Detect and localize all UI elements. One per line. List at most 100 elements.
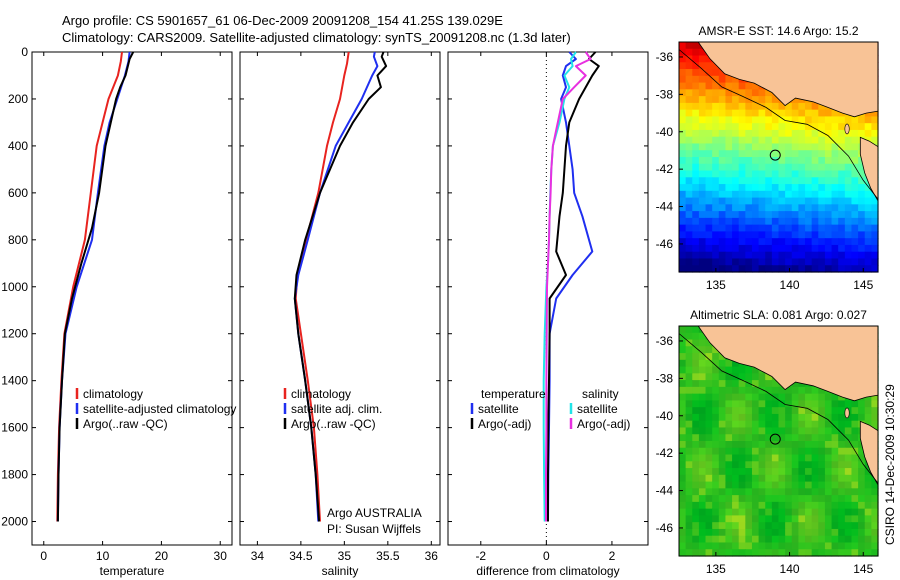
map-cell xyxy=(838,468,846,476)
map-cell xyxy=(745,170,753,178)
map-cell xyxy=(824,441,833,449)
map-cell xyxy=(732,75,740,84)
map-cell xyxy=(712,123,720,131)
map-cell xyxy=(798,549,806,557)
map-cell xyxy=(851,407,859,415)
map-cell xyxy=(811,177,819,185)
map-cell xyxy=(771,157,780,165)
map-cell xyxy=(698,150,707,158)
map-cell xyxy=(851,454,859,462)
map-cell xyxy=(805,217,813,226)
map-cell xyxy=(811,244,819,253)
map-cell xyxy=(798,217,806,226)
map-cell xyxy=(758,238,766,246)
map-cell xyxy=(785,211,793,219)
x-axis-label: difference from climatology xyxy=(476,564,619,578)
map-cell xyxy=(698,508,707,517)
x-tick-label: 10 xyxy=(96,549,110,563)
map-cell xyxy=(685,481,693,489)
map-cell xyxy=(778,211,786,219)
map-cell xyxy=(751,515,760,523)
map-cell xyxy=(824,434,833,442)
map-cell xyxy=(864,190,872,199)
map-cell xyxy=(698,535,707,544)
map-cell xyxy=(765,528,773,537)
map-cell xyxy=(712,434,720,442)
map-cell xyxy=(844,495,853,503)
map-cell xyxy=(685,116,693,124)
map-cell xyxy=(838,495,846,503)
map-cell xyxy=(811,447,819,456)
map-cell xyxy=(811,238,819,246)
map-cell xyxy=(851,542,859,550)
map-cell xyxy=(685,359,693,368)
map-cell xyxy=(725,143,733,151)
map-cell xyxy=(725,197,733,205)
map-cell xyxy=(732,407,740,415)
map-cell xyxy=(778,190,786,199)
map-y-tick-label: -40 xyxy=(656,125,674,139)
map-cell xyxy=(838,251,846,260)
y-tick-label: 1200 xyxy=(1,327,28,341)
map-cell xyxy=(751,373,760,381)
map-cell xyxy=(771,136,780,145)
map-cell xyxy=(718,150,727,158)
map-cell xyxy=(765,157,773,165)
map-cell xyxy=(858,170,866,178)
map-cell xyxy=(811,522,819,530)
map-cell xyxy=(765,244,773,253)
map-cell xyxy=(871,542,879,550)
map-cell xyxy=(705,177,713,185)
map-cell xyxy=(705,508,713,517)
map-cell xyxy=(679,136,687,145)
map-cell xyxy=(698,163,707,172)
map-cell xyxy=(838,542,846,550)
map-cell xyxy=(718,143,727,151)
map-cell xyxy=(758,251,766,260)
map-cell xyxy=(718,515,727,523)
map-cell xyxy=(864,244,872,253)
map-cell xyxy=(685,150,693,158)
map-cell xyxy=(805,244,813,253)
map-cell xyxy=(811,454,819,462)
map-cell xyxy=(771,441,780,449)
map-cell xyxy=(771,143,780,151)
map-cell xyxy=(751,441,760,449)
map-cell xyxy=(771,420,780,429)
map-cell xyxy=(758,461,766,469)
map-cell xyxy=(732,96,740,104)
map-cell xyxy=(685,231,693,239)
map-cell xyxy=(705,102,713,111)
map-cell xyxy=(811,386,819,395)
map-cell xyxy=(758,386,766,395)
map-cell xyxy=(698,353,707,361)
y-tick-label: 0 xyxy=(21,45,28,59)
map-cell xyxy=(838,170,846,178)
map-cell xyxy=(798,123,806,131)
map-cell xyxy=(818,515,826,523)
map-cell xyxy=(679,359,687,368)
map-cell xyxy=(824,535,833,544)
map-cell xyxy=(738,407,746,415)
map-cell xyxy=(718,366,727,374)
map-cell xyxy=(692,96,700,104)
map-cell xyxy=(698,346,707,354)
map-cell xyxy=(705,434,713,442)
map-cell xyxy=(831,143,839,151)
map-cell xyxy=(818,413,826,422)
map-cell xyxy=(732,528,740,537)
map-cell xyxy=(751,231,760,239)
map-cell xyxy=(705,413,713,422)
map-cell xyxy=(712,400,720,408)
map-cell xyxy=(751,265,760,273)
map-cell xyxy=(838,454,846,462)
map-y-tick-label: -46 xyxy=(656,521,674,535)
map-cell xyxy=(705,109,713,118)
map-cell xyxy=(698,96,707,104)
map-cell xyxy=(685,332,693,341)
map-cell xyxy=(751,96,760,104)
map-cell xyxy=(732,359,740,368)
map-cell xyxy=(818,123,826,131)
